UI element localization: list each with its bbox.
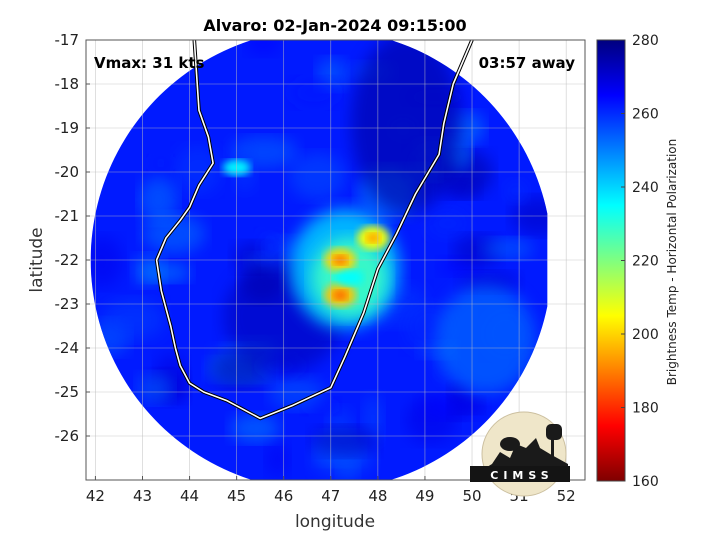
- texture-blob: [136, 372, 174, 404]
- texture-blob: [100, 298, 165, 341]
- y-axis-label: latitude: [27, 227, 47, 292]
- texture-blob: [438, 179, 480, 199]
- texture-blob: [311, 426, 378, 457]
- texture-blob: [140, 262, 191, 283]
- x-tick-label: 42: [86, 487, 105, 505]
- colorbar-tick-label: 280: [632, 33, 659, 49]
- cold-cell: [335, 269, 364, 286]
- y-tick-label: -25: [55, 383, 80, 401]
- x-tick-label: 46: [274, 487, 293, 505]
- plot-area: 4243444546474849505152 -17-18-19-20-21-2…: [55, 31, 586, 505]
- x-axis-label: longitude: [295, 512, 375, 532]
- y-tick-label: -22: [55, 251, 80, 269]
- texture-blob: [245, 40, 282, 56]
- texture-blob: [265, 442, 290, 477]
- x-tick-label: 43: [133, 487, 152, 505]
- colorbar-tick-label: 240: [632, 180, 659, 196]
- texture-blob: [418, 393, 486, 420]
- texture-blob: [174, 145, 221, 195]
- colorbar: 160 180 200 220 240 260 280 Brightness Temp - …: [596, 33, 679, 490]
- texture-blob: [289, 77, 339, 108]
- texture-blob: [436, 284, 537, 395]
- chart-title: Alvaro: 02-Jan-2024 09:15:00: [203, 16, 466, 35]
- y-tick-label: -18: [55, 75, 80, 93]
- texture-blob: [148, 155, 173, 172]
- y-tick-label: -17: [55, 31, 80, 49]
- y-tick-label: -21: [55, 207, 80, 225]
- colorbar-tick-label: 180: [632, 401, 659, 417]
- coastline: [154, 40, 474, 421]
- x-tick-labels: 4243444546474849505152: [86, 476, 576, 505]
- cold-cell-center: [366, 233, 381, 243]
- y-tick-label: -23: [55, 295, 80, 313]
- colorbar-tick-label: 160: [632, 474, 659, 490]
- texture-blob: [351, 40, 462, 214]
- texture-blob: [289, 152, 347, 200]
- texture-blob: [482, 237, 535, 260]
- colorbar-label: Brightness Temp - Horizontal Polarizatio…: [665, 139, 679, 386]
- x-tick-label: 50: [462, 487, 481, 505]
- x-tick-label: 52: [557, 487, 576, 505]
- texture-blob: [229, 413, 281, 443]
- x-tick-label: 47: [321, 487, 340, 505]
- y-tick-label: -26: [55, 427, 80, 445]
- texture-blob: [256, 230, 285, 264]
- x-tick-label: 44: [180, 487, 199, 505]
- vmax-annotation: Vmax: 31 kts: [94, 54, 204, 72]
- cold-cell-center: [333, 290, 348, 301]
- logo-text: CIMSS: [490, 469, 553, 482]
- x-tick-label: 48: [368, 487, 387, 505]
- texture-blob: [90, 236, 123, 288]
- grid-lines: [86, 40, 585, 480]
- colorbar-tick-label: 200: [632, 327, 659, 343]
- colorbar-tick-label: 260: [632, 107, 659, 123]
- coastline-line: [155, 40, 473, 420]
- colorbar-tick-label: 220: [632, 254, 659, 270]
- y-tick-label: -24: [55, 339, 80, 357]
- x-tick-label: 45: [227, 487, 246, 505]
- y-tick-label: -19: [55, 119, 80, 137]
- colorbar-tick-labels: 160 180 200 220 240 260 280: [621, 33, 659, 490]
- texture-blob: [269, 376, 325, 411]
- cimss-logo: CIMSS: [470, 411, 570, 497]
- y-tick-labels: -17 -18 -19 -20 -21 -22 -23 -24 -25 -26: [55, 31, 90, 445]
- y-tick-label: -20: [55, 163, 80, 181]
- colorbar-bar: [596, 39, 626, 482]
- texture-blob: [504, 179, 529, 203]
- texture-blob: [425, 207, 470, 240]
- away-annotation: 03:57 away: [479, 54, 576, 72]
- x-tick-label: 49: [415, 487, 434, 505]
- texture-blob: [139, 176, 178, 223]
